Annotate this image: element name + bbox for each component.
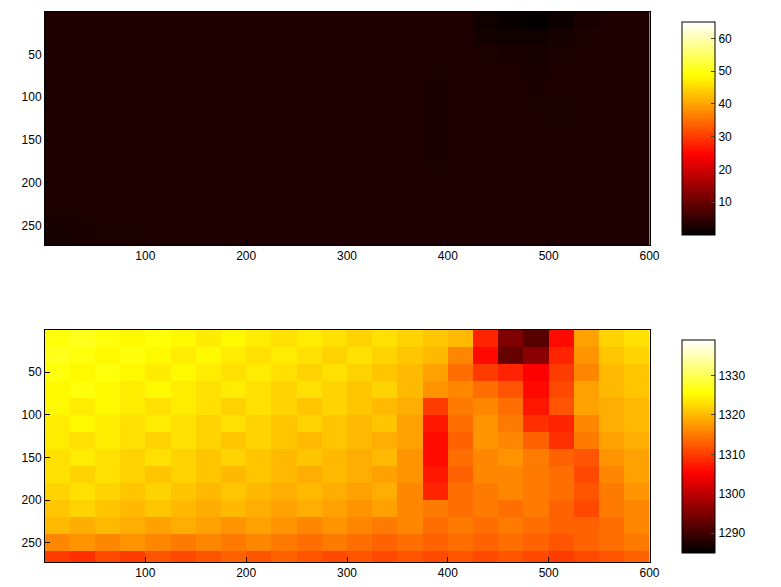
- svg-text:1290: 1290: [718, 526, 745, 540]
- svg-text:600: 600: [639, 566, 659, 580]
- svg-text:1330: 1330: [718, 369, 745, 383]
- svg-text:250: 250: [22, 219, 42, 233]
- svg-text:50: 50: [28, 48, 42, 62]
- svg-text:250: 250: [22, 536, 42, 550]
- svg-text:400: 400: [438, 249, 458, 263]
- svg-text:100: 100: [135, 249, 155, 263]
- svg-text:50: 50: [28, 365, 42, 379]
- svg-text:300: 300: [337, 249, 357, 263]
- svg-text:200: 200: [236, 566, 256, 580]
- svg-text:500: 500: [539, 249, 559, 263]
- svg-text:1320: 1320: [718, 408, 745, 422]
- svg-text:60: 60: [718, 32, 732, 46]
- svg-text:20: 20: [718, 163, 732, 177]
- svg-text:100: 100: [22, 408, 42, 422]
- svg-text:150: 150: [22, 133, 42, 147]
- svg-text:200: 200: [22, 493, 42, 507]
- svg-text:50: 50: [718, 64, 732, 78]
- svg-text:500: 500: [539, 566, 559, 580]
- svg-text:600: 600: [639, 249, 659, 263]
- svg-text:200: 200: [22, 176, 42, 190]
- svg-text:300: 300: [337, 566, 357, 580]
- svg-text:10: 10: [718, 195, 732, 209]
- svg-text:400: 400: [438, 566, 458, 580]
- svg-text:1300: 1300: [718, 487, 745, 501]
- svg-text:150: 150: [22, 451, 42, 465]
- svg-text:100: 100: [22, 90, 42, 104]
- svg-text:200: 200: [236, 249, 256, 263]
- svg-text:30: 30: [718, 130, 732, 144]
- svg-text:40: 40: [718, 97, 732, 111]
- svg-text:1310: 1310: [718, 448, 745, 462]
- svg-text:100: 100: [135, 566, 155, 580]
